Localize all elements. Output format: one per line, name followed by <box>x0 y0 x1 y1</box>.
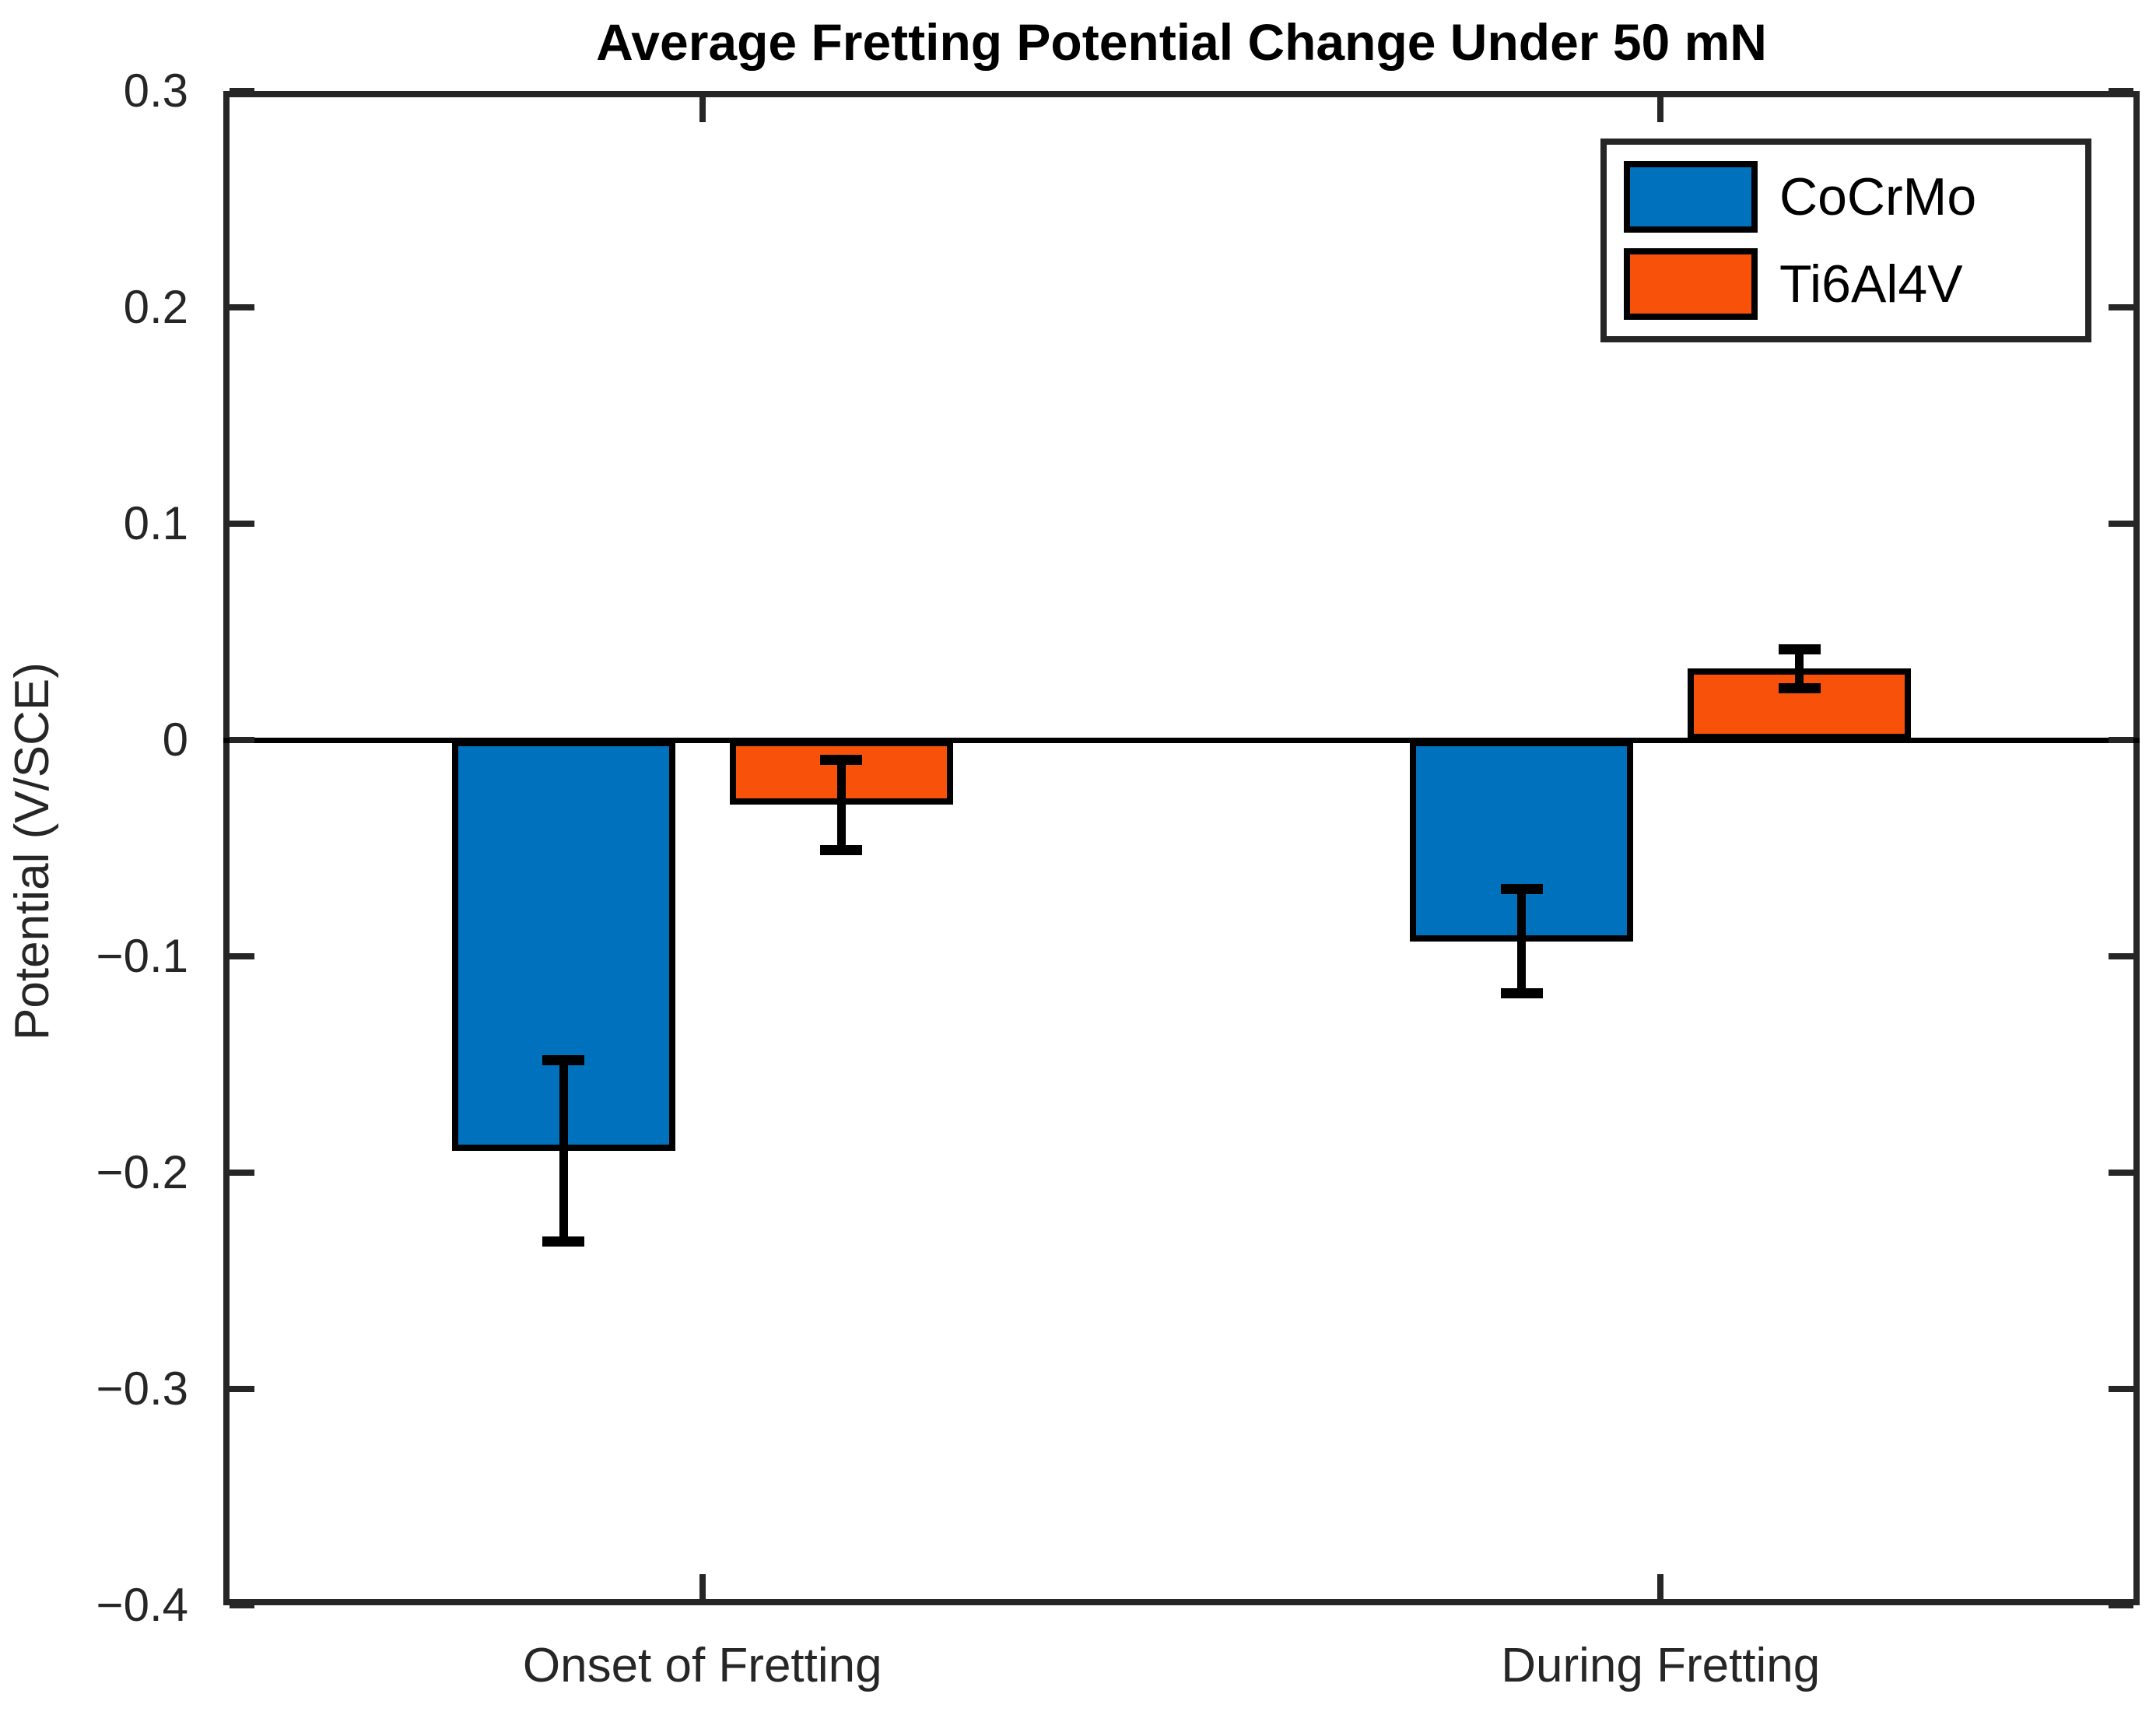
legend-label-cocrmo: CoCrMo <box>1779 167 1977 227</box>
y-tick-label-1: 0.2 <box>123 281 188 333</box>
error-bar-line-ti6al4v-onset-of-fretting <box>836 759 846 850</box>
error-bar-cap-bottom-cocrmo-onset-of-fretting <box>542 1236 585 1247</box>
y-tick-label-0: 0.3 <box>123 65 188 117</box>
y-tick-label-4: −0.1 <box>96 930 188 982</box>
x-tick-bottom-1 <box>1657 1574 1664 1599</box>
error-bar-line-ti6al4v-during-fretting <box>1795 649 1804 689</box>
error-bar-line-cocrmo-during-fretting <box>1517 889 1527 994</box>
legend-swatch-cocrmo <box>1624 161 1758 233</box>
y-tick-label-7: −0.4 <box>96 1579 188 1631</box>
x-tick-top-1 <box>1657 97 1664 122</box>
y-tick-label-5: −0.2 <box>96 1146 188 1198</box>
error-bar-cap-top-ti6al4v-onset-of-fretting <box>820 754 863 765</box>
x-category-label-onset-of-fretting: Onset of Fretting <box>522 1639 882 1692</box>
y-tick-right-1 <box>2109 304 2133 310</box>
y-tick-right-2 <box>2109 521 2133 527</box>
y-tick-right-4 <box>2109 953 2133 959</box>
x-tick-bottom-0 <box>699 1574 706 1599</box>
y-tick-left-3 <box>230 737 254 743</box>
y-tick-left-5 <box>230 1170 254 1176</box>
legend-label-ti6al4v: Ti6Al4V <box>1779 254 1963 314</box>
y-tick-left-7 <box>230 1602 254 1608</box>
x-category-label-during-fretting: During Fretting <box>1501 1639 1821 1692</box>
y-tick-label-3: 0 <box>162 714 188 766</box>
y-tick-right-5 <box>2109 1170 2133 1176</box>
legend-item-cocrmo: CoCrMo <box>1607 158 2085 236</box>
y-tick-right-7 <box>2109 1602 2133 1608</box>
y-tick-left-0 <box>230 88 254 94</box>
legend: CoCrMo Ti6Al4V <box>1600 139 2091 342</box>
y-tick-label-2: 0.1 <box>123 497 188 549</box>
y-tick-label-6: −0.3 <box>96 1363 188 1415</box>
y-tick-right-0 <box>2109 88 2133 94</box>
y-tick-left-6 <box>230 1386 254 1392</box>
error-bar-cap-top-cocrmo-during-fretting <box>1500 884 1543 895</box>
y-tick-right-6 <box>2109 1386 2133 1392</box>
bar-ti6al4v-during-fretting <box>1688 668 1912 740</box>
error-bar-cap-top-cocrmo-onset-of-fretting <box>542 1054 585 1065</box>
chart-title: Average Fretting Potential Change Under … <box>596 13 1767 71</box>
y-tick-left-4 <box>230 953 254 959</box>
error-bar-cap-bottom-ti6al4v-onset-of-fretting <box>820 845 863 856</box>
legend-item-ti6al4v: Ti6Al4V <box>1607 245 2085 323</box>
zero-baseline <box>223 737 2140 743</box>
error-bar-cap-bottom-cocrmo-during-fretting <box>1500 987 1543 998</box>
y-axis-label: Potential (V/SCE) <box>5 662 59 1040</box>
y-tick-left-2 <box>230 521 254 527</box>
error-bar-cap-bottom-ti6al4v-during-fretting <box>1778 682 1821 693</box>
legend-swatch-ti6al4v <box>1624 247 1758 320</box>
x-tick-top-0 <box>699 97 706 122</box>
error-bar-line-cocrmo-onset-of-fretting <box>559 1060 568 1242</box>
error-bar-cap-top-ti6al4v-during-fretting <box>1778 644 1821 654</box>
y-tick-right-3 <box>2109 737 2133 743</box>
y-tick-left-1 <box>230 304 254 310</box>
